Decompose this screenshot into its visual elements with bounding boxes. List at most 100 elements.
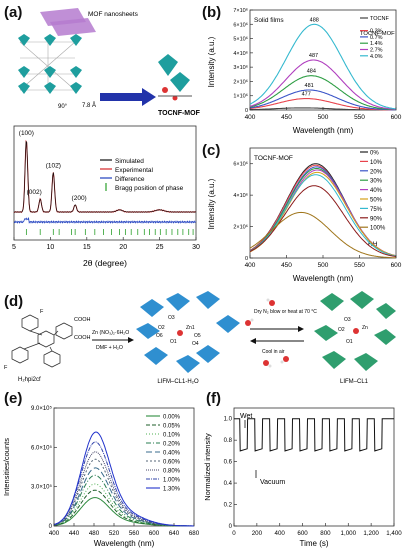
xrd-xtick-label: 15 xyxy=(83,244,91,251)
chart-f-frame xyxy=(233,407,395,527)
series-b-line xyxy=(249,59,397,110)
chart-b-frame xyxy=(249,9,397,111)
chart-c-legend-label: 20% xyxy=(370,169,383,175)
xrd-xtick-label: 5 xyxy=(12,244,16,251)
chart-b-peak-label: 481 xyxy=(305,83,314,89)
chart-e-x-label: Wavelength (nm) xyxy=(94,539,155,548)
xrd-peak-label: (002) xyxy=(27,189,42,196)
reaction-arrowhead-icon xyxy=(128,337,134,343)
chart-e-xtick-label: 600 xyxy=(149,530,160,537)
xrd-peak-label: (100) xyxy=(19,130,34,137)
panel-e: (e) Wavelength (nm) Intensities/counts 0… xyxy=(0,388,200,550)
lattice-diagram xyxy=(19,41,76,91)
o3-label: O3 xyxy=(168,315,175,321)
chart-e-xtick-label: 400 xyxy=(49,530,60,537)
xrd-xtick-label: 25 xyxy=(156,244,164,251)
series-b-line xyxy=(249,23,397,110)
chart-e-legend-label: 0.10% xyxy=(163,432,181,438)
zn-right-label: Zn xyxy=(362,325,368,331)
o1-right-label: O1 xyxy=(346,339,353,345)
chart-e-xtick-label: 480 xyxy=(89,530,100,537)
chart-c-legend-label: 75% xyxy=(370,207,383,213)
chart-c-y-label: Intensity (a.u.) xyxy=(207,178,216,229)
series-b-line xyxy=(249,98,396,111)
ligand-label: H₂hpi2cf xyxy=(18,377,41,383)
zn-center-right-icon xyxy=(353,328,359,334)
chart-b-peak-label: 487 xyxy=(309,53,318,59)
chart-e-legend-label: 0.40% xyxy=(163,450,181,456)
chart-e-ytick-label: 9.0×10⁵ xyxy=(31,405,53,412)
chart-b-peak-label: 484 xyxy=(307,69,316,75)
product-label: TOCNF-MOF xyxy=(158,110,201,117)
chart-b-x-label: Wavelength (nm) xyxy=(293,126,354,135)
angle-label: 90° xyxy=(58,104,68,110)
chart-b-peak-label: 477 xyxy=(302,92,311,98)
panel-e-label: (e) xyxy=(4,390,23,407)
chart-e-legend-label: 0.20% xyxy=(163,441,181,447)
chart-b-legend-label: TOCNF xyxy=(370,16,389,22)
o4-label: O4 xyxy=(192,341,199,347)
chart-c-legend-label: 100% xyxy=(370,226,386,232)
reverse-arrowhead-icon xyxy=(250,338,256,344)
xrd-x-axis: 5 10 15 20 25 30 xyxy=(12,237,200,251)
chart-f-xtick-label: 1,200 xyxy=(363,530,379,537)
xrd-xtick-label: 10 xyxy=(47,244,55,251)
panel-a-label: (a) xyxy=(4,4,23,21)
chart-b-xtick-label: 600 xyxy=(391,114,402,121)
wet-annotation: Wet xyxy=(240,413,252,420)
ligand-structure-icon xyxy=(11,314,73,368)
series-e-line xyxy=(53,431,195,527)
o5-label: O5 xyxy=(194,333,201,339)
chart-e-ytick-label: 3.0×10⁵ xyxy=(31,484,53,491)
chart-c-xtick-label: 450 xyxy=(281,262,292,269)
series-e-line xyxy=(53,474,194,527)
legend-experimental: Experimental xyxy=(115,167,153,174)
cooh-label-1: COOH xyxy=(74,317,91,323)
panel-b-chart: Solid films Wavelength (nm) Intensity (a… xyxy=(207,7,402,135)
cooh-label-2: COOH xyxy=(74,335,91,341)
xrd-legend: Simulated Experimental Difference Bragg … xyxy=(100,158,184,192)
chart-e-legend-label: 0.80% xyxy=(163,468,181,474)
chart-b-legend-label: 1.4% xyxy=(370,41,383,47)
chart-f-ytick-label: 0.2 xyxy=(224,503,233,509)
f-label-1: F xyxy=(40,309,44,315)
chart-c-legend-label: 10% xyxy=(370,160,383,166)
chart-b-legend-label: 2.7% xyxy=(370,48,383,54)
chart-c-ytick-label: 6×10⁶ xyxy=(233,161,248,168)
panel-d-scheme: COOH COOH F F H₂hpi2cf Zn (NO₃)₂·6H₂O DM… xyxy=(4,291,396,385)
chart-f-x-label: Time (s) xyxy=(299,539,328,548)
chart-f-xtick-label: 0 xyxy=(232,530,236,537)
chart-f-xtick-label: 200 xyxy=(252,530,263,537)
xrd-simulated-line xyxy=(14,141,196,213)
chart-e-xtick-label: 440 xyxy=(69,530,80,537)
xrd-peak-label: (102̄) xyxy=(46,162,61,169)
chart-c-ytick-label: 2×10⁶ xyxy=(233,224,248,231)
arrow-right-icon xyxy=(100,88,156,106)
distance-label: 7.8 Å xyxy=(82,102,96,109)
chart-f-xtick-label: 600 xyxy=(297,530,308,537)
panel-f-chart: Time (s) Normalized intensity Wet Vacuum… xyxy=(203,407,402,548)
chart-b-legend-label: 0.3% xyxy=(370,29,383,35)
chart-e-ytick-label: 6.0×10⁵ xyxy=(31,444,53,451)
chart-b-peak-label: 488 xyxy=(310,17,319,23)
chart-b-xtick-label: 450 xyxy=(281,114,292,121)
chart-b-legend-title: TOCNF-MOF xyxy=(360,31,395,37)
lifm-cl1-h2o-structure-icon xyxy=(136,291,240,373)
chart-b-legend-label: 0.7% xyxy=(370,35,383,41)
chart-c-legend-label: 40% xyxy=(370,188,383,194)
chart-c-legend-label: 90% xyxy=(370,216,383,222)
chart-b-ytick-label: 7×10⁶ xyxy=(233,7,248,14)
chart-e-xtick-label: 560 xyxy=(129,530,140,537)
chart-c-ytick-label: 4×10⁶ xyxy=(233,192,248,199)
chart-f-xtick-label: 1,000 xyxy=(341,530,357,537)
series-b-line xyxy=(249,75,397,111)
chart-e-legend-label: 0.60% xyxy=(163,459,181,465)
chart-f-ytick-label: 0.8 xyxy=(224,438,233,444)
chart-f-ytick-label: 0.4 xyxy=(224,481,233,487)
nanosheets-label: MOF nanosheets xyxy=(88,11,139,18)
chart-e-y-label: Intensities/counts xyxy=(2,438,11,496)
chart-f-y-label: Normalized intensity xyxy=(203,433,212,501)
panel-c-chart: TOCNF-MOF Wavelength (nm) Intensity (a.u… xyxy=(207,147,402,283)
o1-label: O1 xyxy=(170,339,177,345)
xrd-difference-line xyxy=(13,216,197,224)
